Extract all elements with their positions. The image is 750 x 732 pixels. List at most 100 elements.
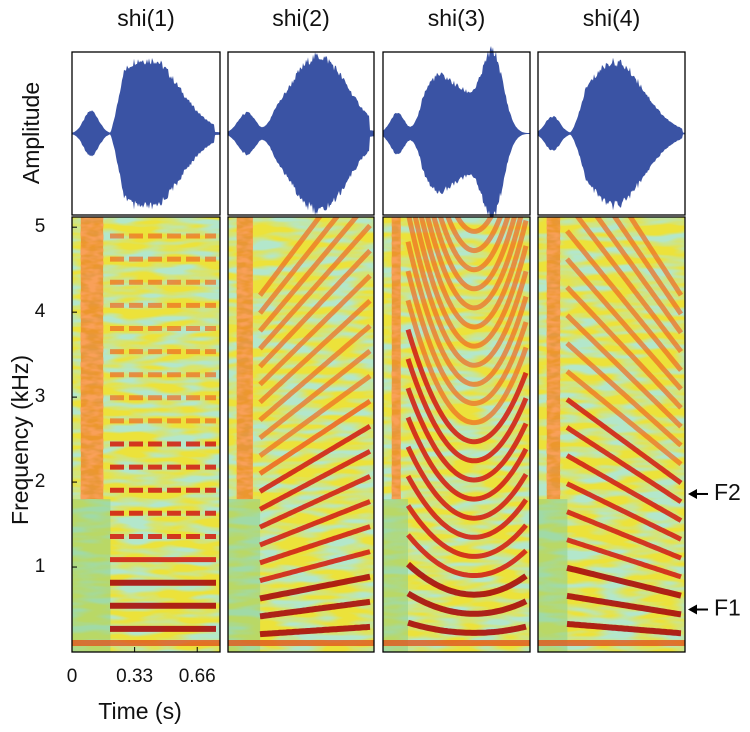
low-band bbox=[72, 640, 220, 646]
harmonic bbox=[405, 270, 529, 407]
harmonic bbox=[258, 399, 372, 476]
harmonic bbox=[565, 229, 683, 372]
harmonic bbox=[405, 387, 529, 483]
panel-title: shi(2) bbox=[272, 5, 330, 31]
low-band bbox=[383, 640, 530, 646]
spectrogram-border bbox=[71, 216, 221, 653]
harmonic bbox=[259, 573, 371, 602]
waveform-border bbox=[227, 51, 375, 216]
harmonic bbox=[258, 273, 372, 387]
harmonic bbox=[565, 453, 683, 523]
harmonic bbox=[405, 561, 528, 598]
harmonic bbox=[431, 217, 518, 292]
spectrogram bbox=[228, 217, 374, 652]
harmonic bbox=[407, 619, 527, 636]
harmonic bbox=[405, 358, 529, 464]
annotation-label: F2 bbox=[714, 479, 741, 505]
fricative-texture bbox=[236, 217, 253, 500]
waveform bbox=[383, 46, 530, 222]
harmonic bbox=[566, 620, 682, 637]
fricative-low bbox=[228, 499, 261, 652]
harmonic bbox=[406, 533, 528, 578]
harmonic bbox=[406, 590, 528, 617]
spectrogram-border bbox=[382, 216, 531, 653]
spectrogram bbox=[383, 217, 530, 652]
fricative-texture bbox=[546, 217, 561, 500]
harmonic bbox=[565, 481, 683, 542]
harmonic bbox=[611, 217, 684, 316]
arrow-head bbox=[688, 488, 697, 499]
spectrogram-border bbox=[537, 216, 686, 653]
spectrogram bbox=[538, 217, 685, 652]
y-tick-label: 4 bbox=[35, 301, 46, 322]
x-tick-label: 0.66 bbox=[179, 666, 216, 687]
panel-title: shi(3) bbox=[428, 5, 486, 31]
harmonic bbox=[565, 369, 683, 467]
harmonic bbox=[405, 416, 529, 502]
harmonic bbox=[412, 217, 529, 349]
arrow-head bbox=[688, 604, 697, 615]
harmonic bbox=[259, 499, 371, 548]
harmonic bbox=[565, 397, 683, 485]
harmonic bbox=[406, 217, 529, 368]
harmonic bbox=[418, 217, 529, 330]
harmonic bbox=[258, 223, 372, 351]
harmonic bbox=[405, 504, 528, 559]
harmonic bbox=[405, 445, 529, 521]
harmonic bbox=[405, 328, 529, 445]
harmonic bbox=[566, 509, 682, 561]
harmonic bbox=[627, 217, 684, 297]
spectrogram bbox=[72, 217, 220, 652]
harmonic bbox=[258, 217, 323, 297]
harmonic bbox=[258, 248, 372, 369]
harmonic bbox=[258, 449, 372, 512]
harmonic bbox=[259, 549, 371, 584]
harmonic bbox=[565, 341, 683, 448]
harmonic bbox=[565, 285, 683, 410]
fricative-low bbox=[383, 499, 408, 652]
x-tick-label: 0.33 bbox=[116, 666, 153, 687]
harmonic bbox=[405, 299, 529, 426]
waveform bbox=[538, 57, 685, 211]
harmonic bbox=[445, 217, 503, 254]
waveform-border bbox=[382, 51, 531, 216]
panel-title: shi(1) bbox=[117, 5, 175, 31]
harmonic bbox=[437, 217, 511, 273]
y-axis-label: Frequency (kHz) bbox=[7, 355, 33, 525]
harmonic bbox=[259, 598, 371, 620]
harmonic bbox=[258, 348, 372, 440]
harmonic bbox=[258, 323, 372, 423]
waveform bbox=[228, 52, 374, 215]
harmonic bbox=[566, 592, 682, 618]
harmonic bbox=[258, 217, 360, 333]
harmonic bbox=[258, 474, 372, 530]
annotation-label: F1 bbox=[714, 595, 741, 621]
y-tick-label: 1 bbox=[35, 556, 46, 577]
harmonic bbox=[258, 217, 340, 315]
x-axis-label: Time (s) bbox=[98, 698, 181, 724]
harmonic bbox=[565, 257, 683, 391]
low-band bbox=[538, 640, 685, 646]
waveform-border bbox=[71, 51, 221, 216]
harmonic bbox=[258, 298, 372, 405]
fricative-texture bbox=[391, 217, 401, 500]
fricative-low bbox=[72, 499, 111, 652]
harmonic bbox=[405, 241, 529, 387]
harmonic bbox=[574, 217, 684, 354]
harmonic bbox=[565, 313, 683, 429]
harmonic bbox=[566, 564, 682, 599]
harmonic bbox=[566, 537, 682, 580]
y-tick-label: 2 bbox=[35, 471, 46, 492]
panel-title: shi(4) bbox=[583, 5, 641, 31]
waveform-y-label: Amplitude bbox=[18, 82, 44, 184]
fricative-texture bbox=[80, 217, 104, 500]
harmonic bbox=[454, 217, 494, 234]
harmonic bbox=[258, 424, 372, 494]
x-tick-label: 0 bbox=[67, 666, 78, 687]
harmonic bbox=[258, 374, 372, 458]
y-tick-label: 3 bbox=[35, 386, 46, 407]
harmonic bbox=[259, 524, 371, 566]
harmonic bbox=[259, 623, 371, 638]
y-tick-label: 5 bbox=[35, 216, 46, 237]
